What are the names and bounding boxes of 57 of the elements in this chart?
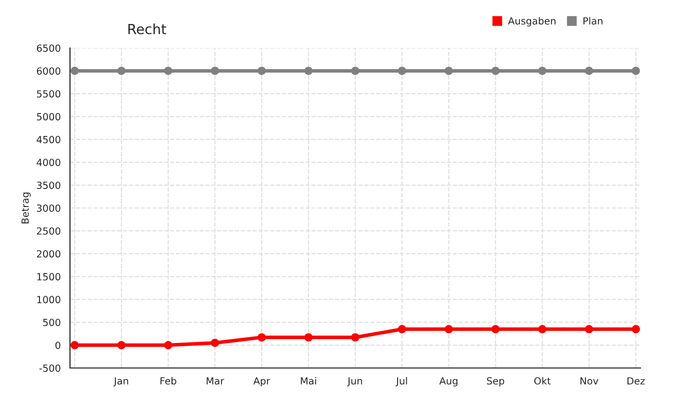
y-tick-label: 2500 [36,227,60,235]
y-tick-label: 5500 [36,90,60,98]
x-tick-label: Jun [347,377,362,386]
point [491,324,500,334]
point [210,66,220,76]
point [632,66,640,76]
point [164,340,172,350]
y-tick-label: 0 [55,342,60,349]
point [538,324,546,334]
y-tick-label: 1500 [37,273,60,280]
point [584,324,594,334]
point [70,340,79,350]
x-tick-label: Jan [113,377,128,386]
y-tick-label: 3000 [36,204,60,212]
y-tick-label: 1000 [37,296,60,304]
point [632,324,640,334]
legend-label: Ausgaben [508,17,556,26]
x-tick-label: Dez [627,377,645,385]
y-tick-label: 4500 [36,136,60,144]
x-tick-label: Mai [300,377,316,385]
y-tick-label: -500 [39,364,60,372]
point [117,340,126,350]
point [304,66,313,76]
point [258,333,266,342]
point [444,66,453,76]
y-tick-label: 4000 [36,158,60,166]
x-tick-label: Apr [253,377,270,386]
y-tick-label: 5000 [36,113,60,120]
point [351,333,360,342]
point [210,338,220,348]
x-tick-label: Sep [487,377,504,386]
x-tick-label: Feb [160,377,176,385]
point [398,324,406,334]
chart-title: Recht [128,24,166,34]
point [584,66,594,76]
y-tick-label: 6500 [36,44,60,52]
x-tick-label: Aug [439,377,458,386]
point [304,333,313,342]
x-tick-label: Nov [580,377,598,385]
point [258,66,266,76]
point [351,66,360,76]
point [398,66,406,76]
y-tick-label: 500 [43,318,60,326]
legend-label: Plan [583,17,602,25]
point [164,66,172,76]
x-tick-label: Okt [534,377,551,385]
point [491,66,500,76]
y-axis-title: Betrag [22,192,31,224]
point [117,66,126,76]
point [444,324,453,334]
x-tick-label: Mar [206,377,224,385]
y-tick-label: 2000 [36,250,60,258]
point [538,66,546,76]
y-tick-label: 6000 [36,67,60,75]
x-tick-label: Jul [396,377,407,386]
y-tick-label: 3500 [36,182,60,189]
point [70,66,79,76]
